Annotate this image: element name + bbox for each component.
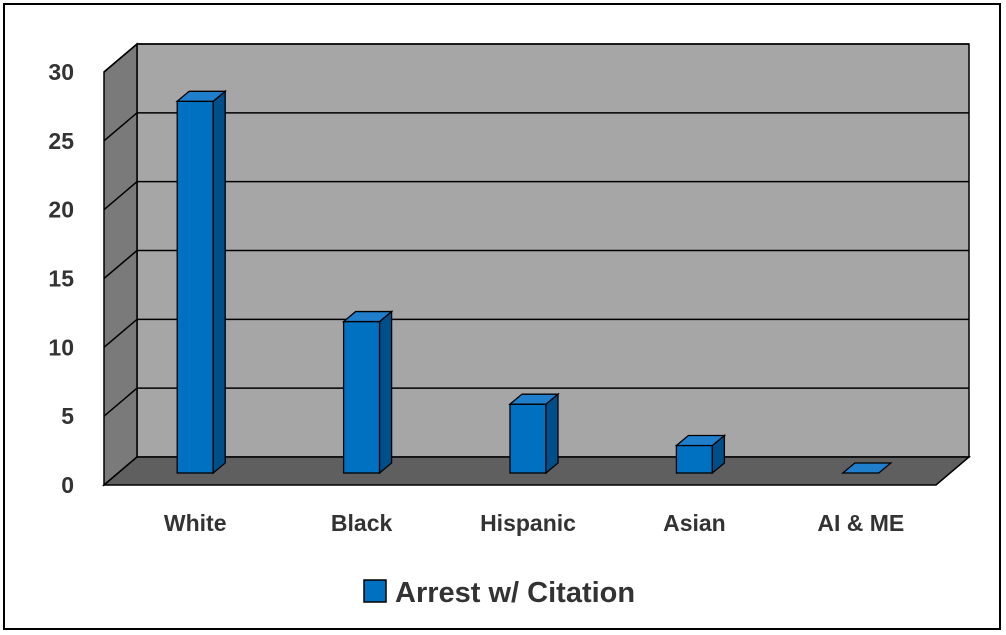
bar-front (675, 444, 714, 474)
y-tick-label: 10 (48, 334, 74, 360)
gridline (103, 249, 969, 280)
x-tick-label: Black (331, 510, 393, 536)
bar (341, 310, 394, 475)
bar-top (508, 393, 560, 405)
bar-side (212, 89, 226, 475)
y-tick-label: 0 (61, 472, 74, 498)
legend: Arrest w/ Citation (363, 577, 635, 609)
bar (674, 434, 727, 475)
bar-top (841, 462, 893, 474)
y-axis-ticks: 0 5 10 15 20 25 30 (48, 59, 74, 498)
bar-top (341, 310, 394, 323)
y-tick-label: 30 (48, 59, 74, 85)
bar-side (545, 392, 559, 475)
legend-swatch (363, 579, 387, 603)
bar (508, 392, 560, 475)
gridline (103, 43, 969, 73)
bar-front (509, 403, 547, 474)
bar-side (378, 310, 393, 475)
bar-top (674, 434, 727, 447)
y-tick-label: 20 (48, 197, 74, 223)
gridline (103, 387, 969, 417)
gridlines (103, 43, 969, 417)
x-tick-label: Hispanic (480, 510, 576, 536)
gridline (103, 180, 969, 211)
bar-front (176, 100, 214, 474)
x-tick-label: White (164, 510, 227, 536)
bar (175, 89, 227, 475)
x-tick-label: AI & ME (817, 510, 904, 536)
bar-top (175, 90, 227, 102)
bar-front (342, 320, 381, 474)
legend-label: Arrest w/ Citation (395, 577, 635, 609)
x-tick-label: Asian (663, 510, 726, 536)
bar (841, 462, 893, 474)
y-tick-label: 15 (48, 266, 74, 292)
y-tick-label: 5 (61, 403, 74, 429)
gridline (103, 318, 969, 348)
y-tick-label: 25 (48, 128, 74, 154)
x-axis-labels: White Black Hispanic Asian AI & ME (164, 510, 904, 536)
gridline (103, 112, 969, 142)
bars (175, 89, 893, 475)
